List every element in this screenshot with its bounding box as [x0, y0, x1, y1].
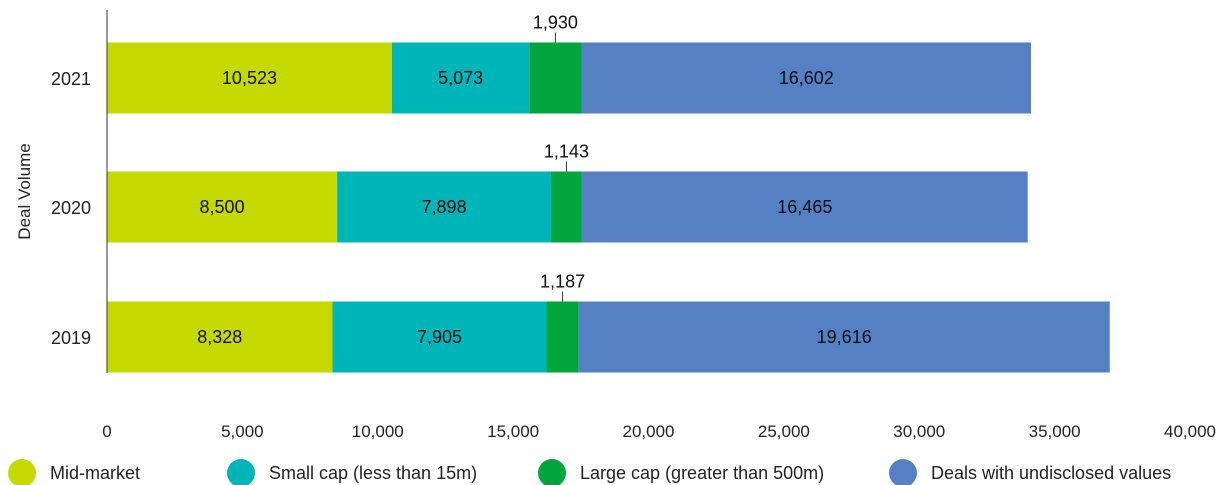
value-label-2020-3: 16,465 — [777, 197, 832, 217]
bar-segment-2019-0 — [107, 301, 333, 373]
x-tick-label-6: 30,000 — [893, 422, 945, 441]
legend-marker-3 — [889, 459, 917, 485]
bar-segment-2021-1 — [391, 42, 530, 114]
value-label-2019-3: 19,616 — [817, 327, 872, 347]
axes-layer: 2021 2020 2019 0 5,000 10,000 15,000 20,000 25,0… — [15, 10, 1216, 441]
value-label-2021-2: 1,930 — [533, 13, 578, 33]
value-label-2021-1: 5,073 — [438, 68, 483, 88]
legend-marker-2 — [538, 459, 566, 485]
x-tick-label-0: 0 — [102, 422, 111, 441]
legend-label-0: Mid-market — [50, 463, 140, 483]
bar-segment-2021-0 — [107, 42, 392, 114]
bar-segment-2020-2 — [550, 171, 582, 243]
value-label-2019-2: 1,187 — [540, 272, 585, 292]
bar-segment-2019-2 — [546, 301, 579, 373]
legend-marker-0 — [8, 459, 36, 485]
bar-segment-2019-3 — [578, 301, 1110, 373]
legend-layer: Mid-market Small cap (less than 15m) Large… — [8, 459, 1171, 485]
x-tick-label-3: 15,000 — [487, 422, 539, 441]
x-tick-label-8: 40,000 — [1164, 422, 1216, 441]
bar-segment-2020-1 — [337, 171, 551, 243]
x-tick-label-5: 25,000 — [758, 422, 810, 441]
bar-segment-2021-2 — [529, 42, 582, 114]
legend-label-3: Deals with undisclosed values — [931, 463, 1171, 483]
labels-layer: 10,523 5,073 1,930 16,602 8,500 7,898 1,143 16,… — [197, 13, 872, 348]
value-label-2019-1: 7,905 — [417, 327, 462, 347]
category-label-2019: 2019 — [51, 328, 91, 348]
bar-segment-2020-0 — [107, 171, 338, 243]
bars-layer — [107, 42, 1110, 373]
value-label-2020-2: 1,143 — [544, 142, 589, 162]
legend-label-2: Large cap (greater than 500m) — [580, 463, 824, 483]
bar-segment-2021-3 — [581, 42, 1032, 114]
value-label-2019-0: 8,328 — [197, 327, 242, 347]
value-label-2020-0: 8,500 — [200, 197, 245, 217]
value-label-2020-1: 7,898 — [422, 197, 467, 217]
bar-segment-2019-1 — [332, 301, 547, 373]
legend-marker-1 — [227, 459, 255, 485]
legend-label-1: Small cap (less than 15m) — [269, 463, 477, 483]
value-label-2021-0: 10,523 — [222, 68, 277, 88]
category-label-2021: 2021 — [51, 69, 91, 89]
x-tick-label-1: 5,000 — [221, 422, 264, 441]
x-tick-label-4: 20,000 — [623, 422, 675, 441]
bar-segment-2020-3 — [581, 171, 1028, 243]
x-tick-label-2: 10,000 — [352, 422, 404, 441]
category-label-2020: 2020 — [51, 198, 91, 218]
x-tick-label-7: 35,000 — [1029, 422, 1081, 441]
value-label-2021-3: 16,602 — [779, 68, 834, 88]
y-axis-title: Deal Volume — [15, 143, 34, 239]
